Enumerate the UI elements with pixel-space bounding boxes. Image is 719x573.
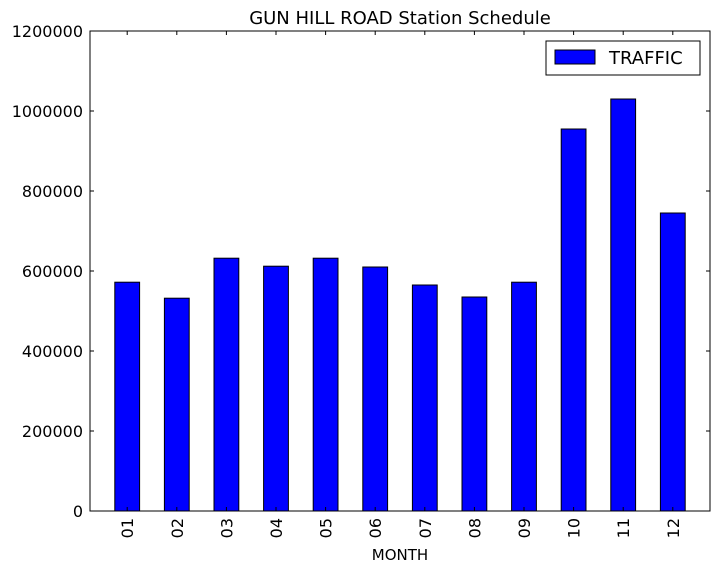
bar-02 — [163, 297, 190, 512]
x-tick-label-06: 06 — [366, 518, 385, 538]
x-axis-label: MONTH — [372, 546, 428, 564]
x-tick-label-02: 02 — [168, 518, 187, 538]
x-tick-label-01: 01 — [118, 518, 137, 538]
x-tick-label-07: 07 — [416, 518, 435, 538]
bar-11 — [610, 98, 637, 512]
y-ticks-group: 0 200000 400000 600000 800000 1000000 1200000 — [12, 22, 710, 521]
bar-01 — [114, 281, 141, 512]
y-tick-label-3: 600000 — [22, 262, 83, 281]
y-tick-label-0: 0 — [73, 502, 83, 521]
bar-09 — [511, 281, 537, 512]
bar-10 — [560, 128, 587, 512]
x-tick-label-04: 04 — [267, 518, 286, 538]
y-tick-label-2: 400000 — [22, 342, 83, 361]
x-tick-label-09: 09 — [515, 518, 534, 538]
y-tick-label-1: 200000 — [22, 422, 83, 441]
bars-group — [114, 98, 686, 512]
bar-08 — [461, 296, 488, 512]
plot-area-frame — [89, 30, 711, 512]
x-tick-label-05: 05 — [317, 518, 336, 538]
y-tick-label-6: 1200000 — [12, 22, 83, 41]
x-tick-label-12: 12 — [664, 518, 683, 538]
bar-06 — [362, 266, 389, 512]
x-tick-label-11: 11 — [614, 518, 633, 538]
bar-07 — [411, 284, 438, 512]
bar-04 — [263, 265, 289, 512]
legend-label: TRAFFIC — [608, 48, 683, 69]
x-tick-label-10: 10 — [565, 518, 584, 538]
bar-12 — [659, 212, 686, 512]
x-ticks-group: 01 02 03 04 05 06 07 08 09 10 11 12 — [118, 31, 683, 538]
bar-05 — [312, 257, 339, 512]
x-tick-label-03: 03 — [217, 518, 236, 538]
x-tick-label-08: 08 — [465, 518, 484, 538]
legend-swatch — [554, 49, 596, 65]
legend: TRAFFIC — [545, 40, 701, 76]
y-tick-label-5: 1000000 — [12, 102, 83, 121]
chart-title: GUN HILL ROAD Station Schedule — [249, 8, 551, 29]
y-tick-label-4: 800000 — [22, 182, 83, 201]
bar-03 — [213, 257, 240, 512]
